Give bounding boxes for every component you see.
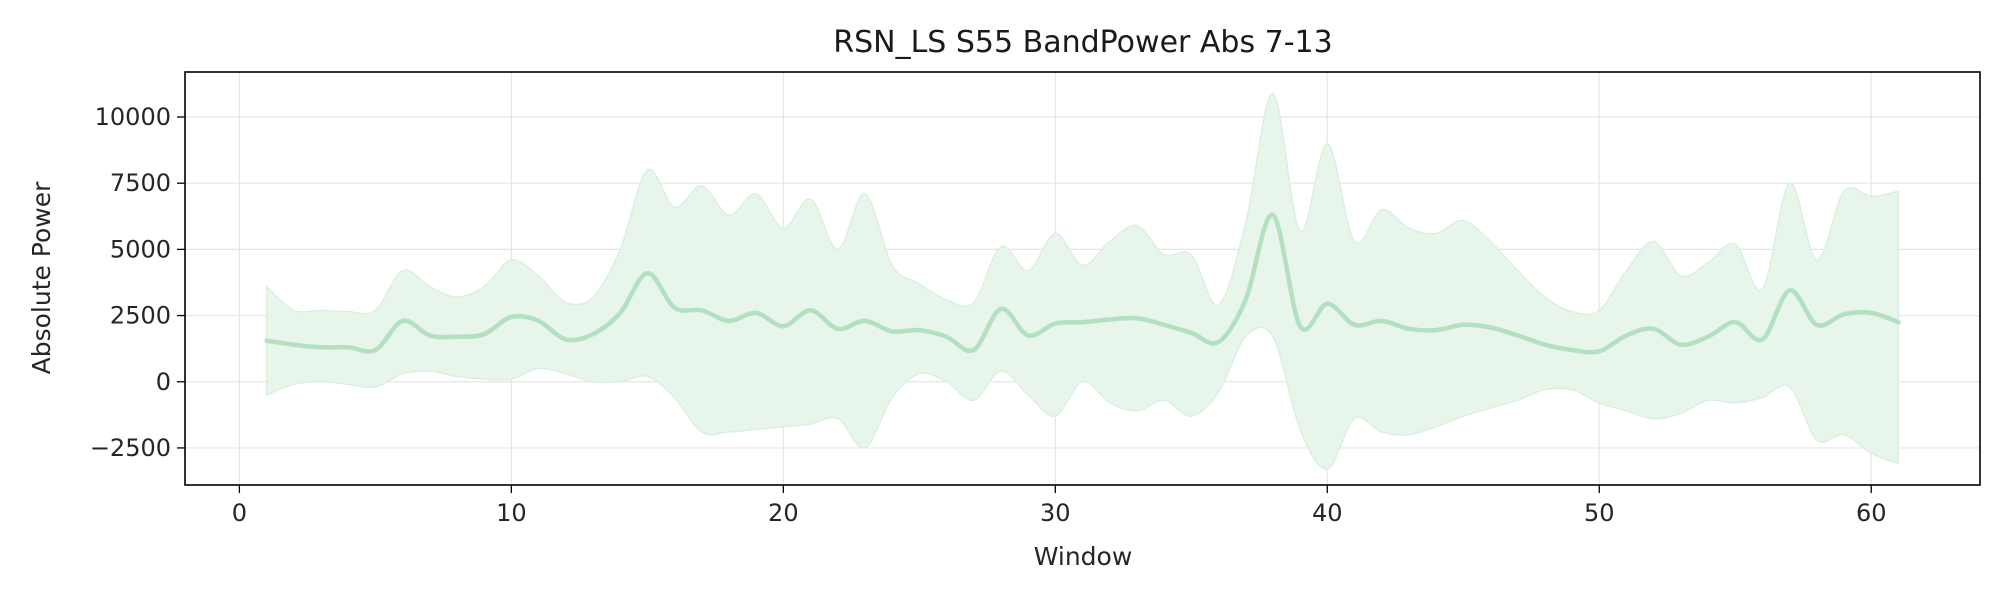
x-tick-label: 60 (1856, 499, 1887, 527)
y-tick-label: 5000 (110, 235, 171, 263)
x-axis: 0 10 20 30 40 50 60 (232, 485, 1887, 527)
x-tick-label: 30 (1040, 499, 1071, 527)
chart-title: RSN_LS S55 BandPower Abs 7-13 (833, 25, 1332, 60)
x-tick-label: 40 (1312, 499, 1343, 527)
confidence-band (265, 92, 1900, 470)
x-tick-label: 50 (1584, 499, 1615, 527)
x-tick-label: 20 (768, 499, 799, 527)
y-axis-title: Absolute Power (27, 181, 56, 375)
line-layer (264, 212, 1901, 355)
plot-frame (184, 71, 1981, 486)
x-tick-label: 0 (232, 499, 247, 527)
y-tick-label: 2500 (110, 302, 171, 330)
band-layer (265, 92, 1900, 470)
y-tick-label: 10000 (95, 103, 171, 131)
x-axis-title: Window (1034, 542, 1133, 571)
y-axis: −2500 0 2500 5000 7500 10000 (90, 103, 185, 462)
y-tick-label: −2500 (90, 434, 171, 462)
x-tick-label: 10 (496, 499, 527, 527)
y-tick-label: 7500 (110, 169, 171, 197)
mean-line (264, 212, 1901, 355)
y-tick-label: 0 (156, 368, 171, 396)
